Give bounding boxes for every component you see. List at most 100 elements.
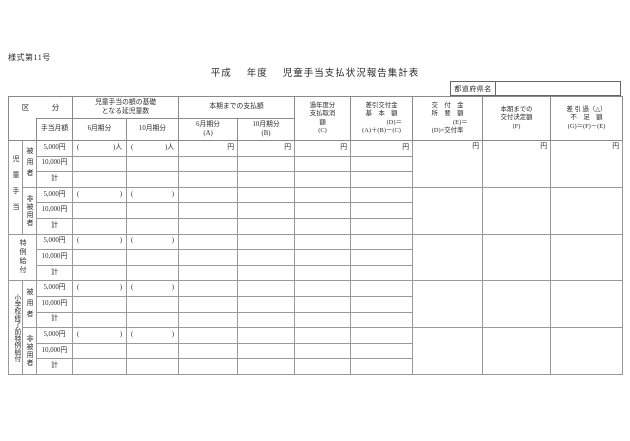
children-count-june-cell <box>72 155 128 173</box>
cancel-cell <box>294 264 352 282</box>
paren-close-person: )人 <box>112 143 123 151</box>
children-count-june-cell <box>72 202 128 219</box>
amount-label: 10,000円 <box>35 342 74 360</box>
paid-october-cell <box>237 358 296 375</box>
summary-table: 区 分 児童手当の額の基礎 となる延児童数 本期までの支払額 過年度分 支払取消… <box>7 96 624 375</box>
section-special-benefit: 特例給付 <box>8 233 37 282</box>
decided-cell <box>482 186 552 235</box>
paid-june-cell <box>178 342 239 360</box>
cancel-cell <box>294 233 352 251</box>
total-label: 計 <box>35 217 74 235</box>
header-october-b: 10月期分 (B) <box>237 118 296 141</box>
cancel-cell <box>294 217 352 235</box>
paren-close: ) <box>171 190 175 198</box>
amount-label: 10,000円 <box>35 202 74 219</box>
children-count-october-cell <box>126 155 180 173</box>
header-base-children: 児童手当の額の基礎 となる延児童数 <box>72 96 180 119</box>
paren-open: ( <box>77 143 80 151</box>
decided-cell <box>482 233 552 282</box>
cancel-cell <box>294 171 352 188</box>
cancel-cell <box>294 311 352 329</box>
paid-october-cell <box>237 186 296 204</box>
paid-october-cell <box>237 171 296 188</box>
paren-open: ( <box>131 331 134 338</box>
balance-cell <box>550 186 624 235</box>
paid-june-cell <box>178 186 239 204</box>
net-basic-cell <box>350 249 414 266</box>
paid-june-cell <box>178 171 239 188</box>
cancel-cell <box>294 342 352 360</box>
net-basic-cell <box>350 327 414 344</box>
children-count-october-cell <box>126 264 180 282</box>
children-count-june-cell: () <box>72 186 128 204</box>
children-count-june-cell: () <box>72 233 128 251</box>
total-label: 計 <box>35 358 74 375</box>
required-cell: 円 <box>412 140 484 188</box>
subsection-non-employed: 非被用者 <box>22 327 37 375</box>
paren-open: ( <box>77 190 80 198</box>
cancel-cell <box>294 280 352 297</box>
section-child-allowance: 児童手当 <box>8 140 23 235</box>
header-june-a: 6月期分 (A) <box>178 118 239 141</box>
net-basic-cell <box>350 233 414 251</box>
section-pre-elementary-special: 小学校修了前特例給付 <box>8 280 23 375</box>
prefecture-value-field[interactable] <box>496 82 620 95</box>
paren-close: ) <box>119 237 123 245</box>
net-basic-cell: 円 <box>350 140 414 157</box>
children-count-october-cell <box>126 295 180 313</box>
cancel-cell <box>294 295 352 313</box>
paid-october-cell <box>237 327 296 344</box>
decided-cell <box>482 280 552 329</box>
paid-october-cell <box>237 311 296 329</box>
net-basic-cell <box>350 295 414 313</box>
paid-october-cell <box>237 155 296 173</box>
balance-cell <box>550 327 624 375</box>
decided-cell: 円 <box>482 140 552 188</box>
cancel-cell <box>294 202 352 219</box>
subsection-employed: 被用者 <box>22 280 37 329</box>
paid-october-cell <box>237 280 296 297</box>
net-basic-cell <box>350 358 414 375</box>
net-basic-cell <box>350 342 414 360</box>
children-count-october-cell <box>126 217 180 235</box>
required-cell <box>412 327 484 375</box>
children-count-june-cell <box>72 264 128 282</box>
balance-cell: 円 <box>550 140 624 188</box>
total-label: 計 <box>35 264 74 282</box>
children-count-june-cell: () <box>72 280 128 297</box>
children-count-october-cell <box>126 358 180 375</box>
paren-open: ( <box>131 143 134 151</box>
title-main: 児童手当支払状況報告集計表 <box>282 69 420 79</box>
header-decided-f: 本期までの 交付決定額 (F) <box>482 96 552 141</box>
header-october-count: 10月期分 <box>126 118 180 141</box>
paren-close-person: )人 <box>164 143 175 151</box>
amount-label: 10,000円 <box>35 249 74 266</box>
net-basic-cell <box>350 186 414 204</box>
paren-close: ) <box>171 237 175 245</box>
amount-label: 10,000円 <box>35 295 74 313</box>
children-count-october-cell: () <box>126 233 180 251</box>
paid-october-cell <box>237 217 296 235</box>
paren-close: ) <box>171 331 175 338</box>
children-count-october-cell <box>126 202 180 219</box>
paid-june-cell <box>178 249 239 266</box>
paren-close: ) <box>119 190 123 198</box>
children-count-june-cell <box>72 311 128 329</box>
title-era: 平成 <box>210 69 232 79</box>
net-basic-cell <box>350 171 414 188</box>
amount-label: 5,000円 <box>35 140 74 157</box>
children-count-june-cell <box>72 342 128 360</box>
paren-close: ) <box>119 284 123 292</box>
paren-open: ( <box>131 190 134 198</box>
cancel-cell <box>294 155 352 173</box>
paid-october-cell: 円 <box>237 140 296 157</box>
paid-june-cell <box>178 358 239 375</box>
total-label: 計 <box>35 311 74 329</box>
header-required-e: 交 付 金 所 要 額 (E)＝ (D)×交付率 <box>412 96 484 141</box>
children-count-june-cell <box>72 295 128 313</box>
paid-june-cell <box>178 217 239 235</box>
form-number: 様式第11号 <box>8 53 51 62</box>
children-count-october-cell: () <box>126 186 180 204</box>
required-cell <box>412 280 484 329</box>
children-count-june-cell: ( )人 <box>72 140 128 157</box>
